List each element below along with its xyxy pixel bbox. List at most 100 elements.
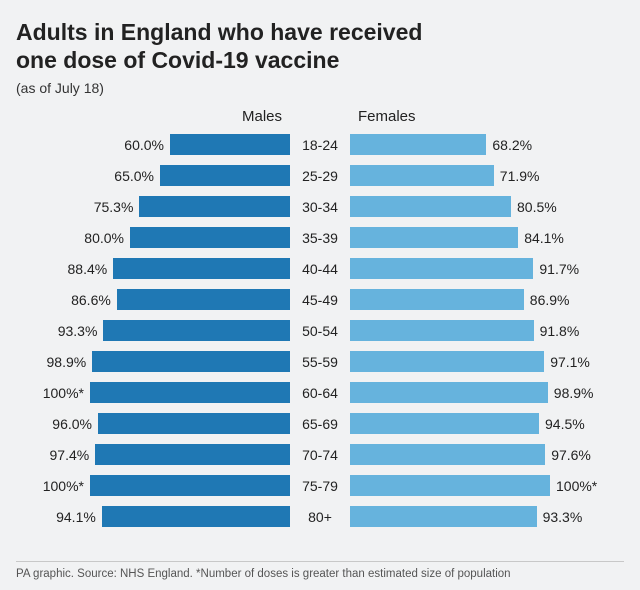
female-bar [350,320,534,341]
chart-row: 65.0% 25-29 71.9% [16,160,624,191]
male-bar [170,134,290,155]
female-value-label: 84.1% [524,230,564,246]
column-headers: Males Females [16,108,624,125]
male-bar [160,165,290,186]
title-line-2: one dose of Covid-19 vaccine [16,47,339,73]
female-value-label: 80.5% [517,199,557,215]
male-bar [102,506,290,527]
female-value-label: 97.1% [550,354,590,370]
male-value-label: 94.1% [56,509,96,525]
chart-row: 96.0% 65-69 94.5% [16,408,624,439]
male-side: 96.0% [16,413,290,434]
male-bar [103,320,290,341]
female-value-label: 68.2% [492,137,532,153]
male-bar [98,413,290,434]
chart-footer: PA graphic. Source: NHS England. *Number… [16,561,624,580]
age-label: 40-44 [290,261,350,277]
chart-card: Adults in England who have received one … [0,0,640,590]
chart-row: 60.0% 18-24 68.2% [16,129,624,160]
header-males: Males [16,108,290,125]
chart-row: 94.1% 80+ 93.3% [16,501,624,532]
female-side: 98.9% [350,382,624,403]
age-label: 70-74 [290,447,350,463]
male-bar [117,289,290,310]
female-bar [350,351,544,372]
female-bar [350,413,539,434]
chart-row: 75.3% 30-34 80.5% [16,191,624,222]
age-label: 18-24 [290,137,350,153]
chart-rows: 60.0% 18-24 68.2% 65.0% 25-29 71.9% 75.3% 30-34… [16,129,624,532]
female-bar [350,227,518,248]
male-bar [113,258,290,279]
female-bar [350,134,486,155]
female-value-label: 94.5% [545,416,585,432]
male-side: 98.9% [16,351,290,372]
male-value-label: 86.6% [71,292,111,308]
male-value-label: 93.3% [58,323,98,339]
female-side: 97.6% [350,444,624,465]
male-bar [90,382,290,403]
female-value-label: 86.9% [530,292,570,308]
male-value-label: 65.0% [114,168,154,184]
age-label: 75-79 [290,478,350,494]
chart-row: 100%* 75-79 100%* [16,470,624,501]
chart-title: Adults in England who have received one … [16,18,624,74]
female-side: 68.2% [350,134,624,155]
header-females: Females [350,108,624,125]
male-side: 60.0% [16,134,290,155]
female-value-label: 98.9% [554,385,594,401]
male-side: 97.4% [16,444,290,465]
male-side: 93.3% [16,320,290,341]
chart-subtitle: (as of July 18) [16,80,624,96]
male-value-label: 88.4% [68,261,108,277]
male-side: 65.0% [16,165,290,186]
male-bar [95,444,290,465]
male-side: 86.6% [16,289,290,310]
female-value-label: 100%* [556,478,597,494]
female-side: 91.7% [350,258,624,279]
female-bar [350,382,548,403]
age-label: 80+ [290,509,350,525]
female-value-label: 91.8% [540,323,580,339]
female-value-label: 97.6% [551,447,591,463]
female-side: 80.5% [350,196,624,217]
male-value-label: 60.0% [124,137,164,153]
age-label: 30-34 [290,199,350,215]
male-bar [92,351,290,372]
male-side: 75.3% [16,196,290,217]
chart-row: 97.4%70-74 97.6% [16,439,624,470]
age-label: 35-39 [290,230,350,246]
female-bar [350,196,511,217]
male-value-label: 100%* [43,385,84,401]
male-value-label: 75.3% [94,199,134,215]
female-bar [350,475,550,496]
female-value-label: 91.7% [539,261,579,277]
chart-row: 88.4% 40-44 91.7% [16,253,624,284]
female-side: 91.8% [350,320,624,341]
male-value-label: 96.0% [52,416,92,432]
male-side: 88.4% [16,258,290,279]
male-side: 100%* [16,382,290,403]
female-side: 86.9% [350,289,624,310]
female-bar [350,506,537,527]
age-label: 60-64 [290,385,350,401]
female-value-label: 93.3% [543,509,583,525]
female-side: 100%* [350,475,624,496]
male-bar [130,227,290,248]
age-label: 55-59 [290,354,350,370]
female-side: 94.5% [350,413,624,434]
male-value-label: 100%* [43,478,84,494]
age-label: 25-29 [290,168,350,184]
male-side: 80.0% [16,227,290,248]
female-value-label: 71.9% [500,168,540,184]
age-label: 65-69 [290,416,350,432]
female-bar [350,289,524,310]
female-bar [350,258,533,279]
chart-row: 80.0% 35-39 84.1% [16,222,624,253]
chart-row: 98.9%55-59 97.1% [16,346,624,377]
age-label: 50-54 [290,323,350,339]
female-side: 84.1% [350,227,624,248]
male-bar [90,475,290,496]
age-label: 45-49 [290,292,350,308]
male-value-label: 80.0% [84,230,124,246]
